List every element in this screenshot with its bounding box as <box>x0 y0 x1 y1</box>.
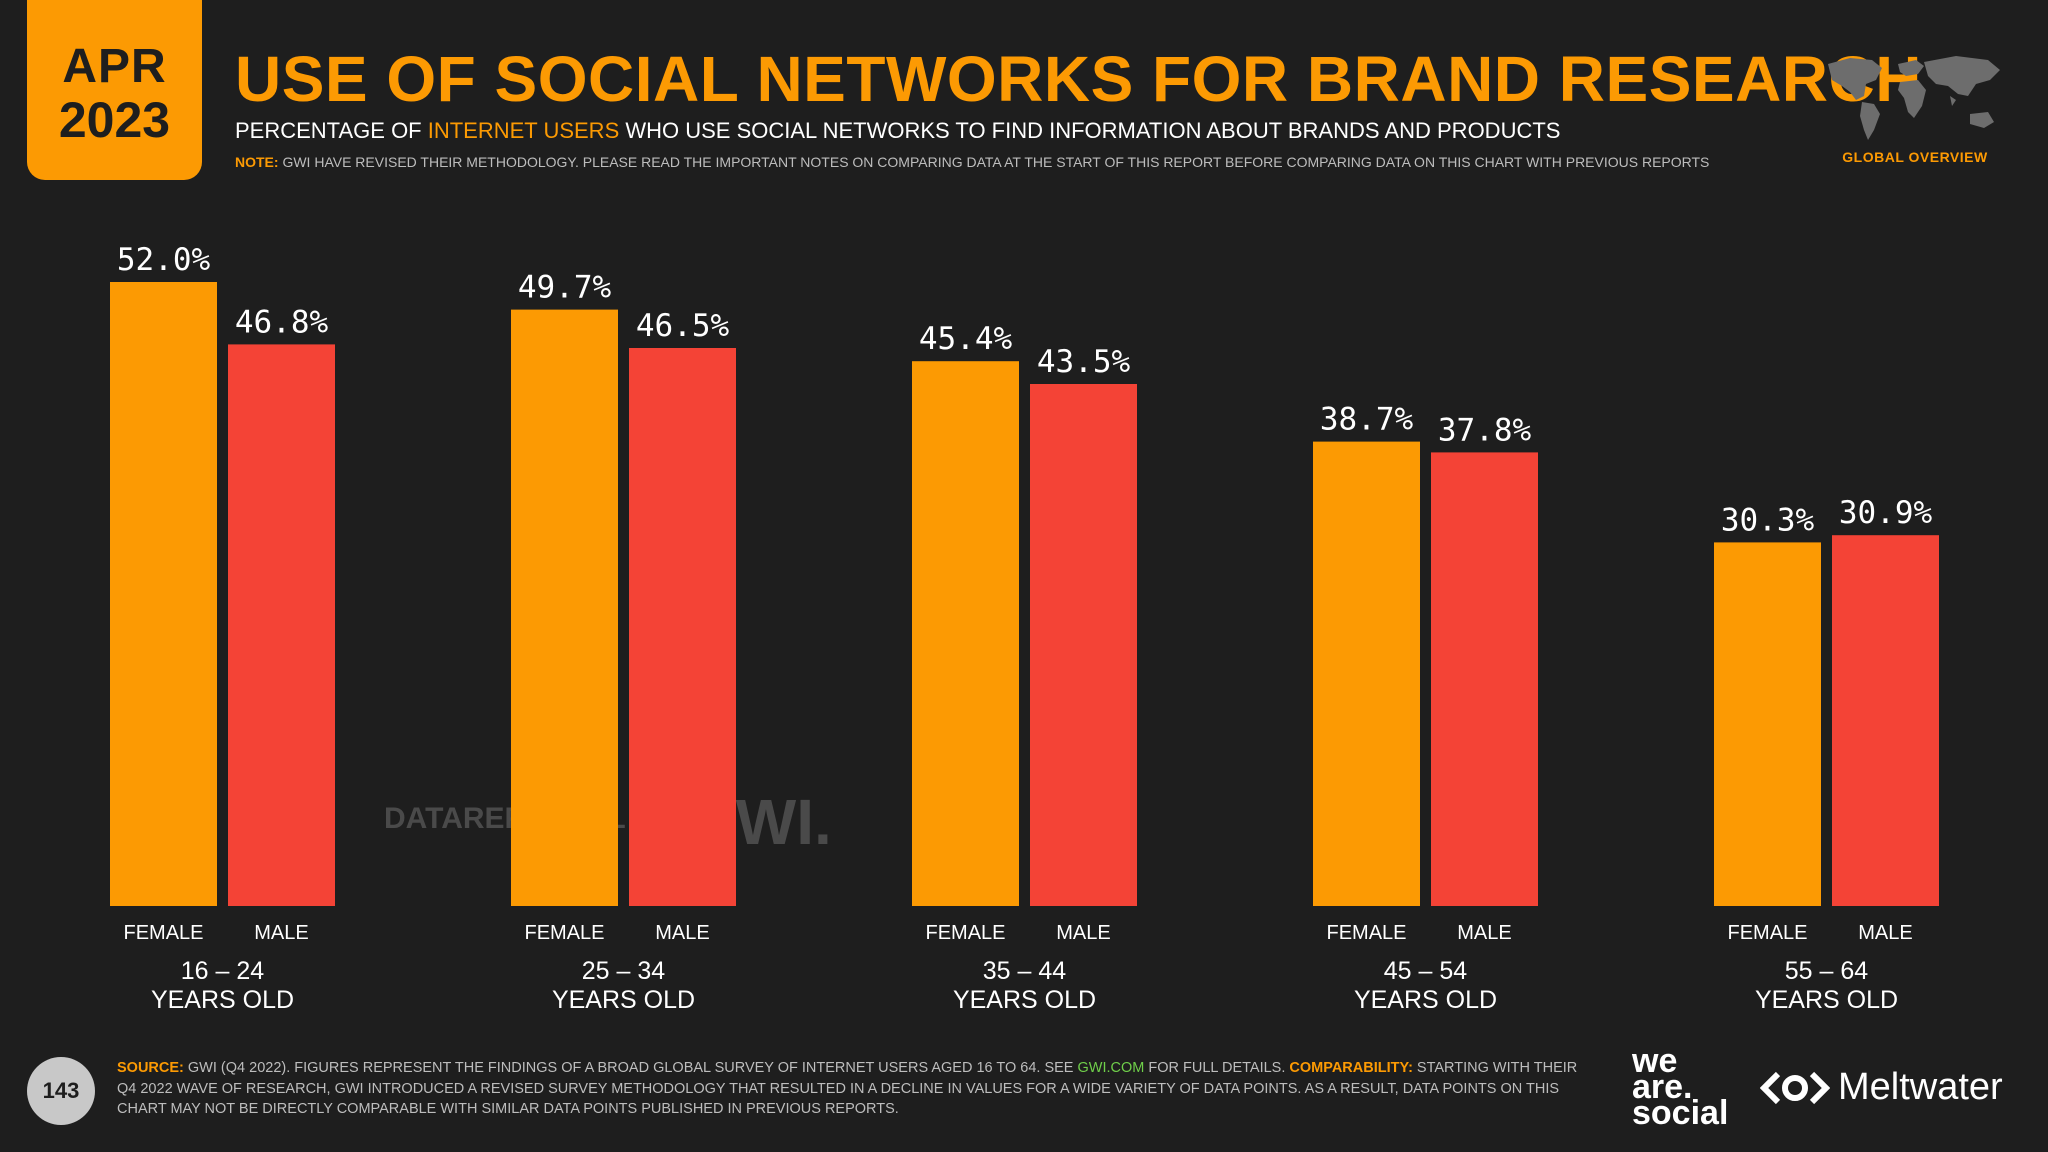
category-suffix-5: YEARS OLD <box>1755 986 1898 1014</box>
bar-male-2 <box>629 348 736 906</box>
series-label-female-4: FEMALE <box>1326 922 1406 944</box>
category-suffix-1: YEARS OLD <box>151 986 294 1014</box>
date-month: APR <box>62 40 167 93</box>
value-label-female-2: 49.7% <box>518 270 612 306</box>
world-map-icon <box>1820 50 2010 145</box>
brand-meltwater: Meltwater <box>1838 1066 2003 1108</box>
subtitle-pre: PERCENTAGE OF <box>235 118 428 143</box>
bar-female-4 <box>1313 441 1420 906</box>
source-text-1: GWI (Q4 2022). FIGURES REPRESENT THE FIN… <box>183 1060 1078 1076</box>
category-label-5: 55 – 64 <box>1785 957 1869 985</box>
methodology-note: NOTE: GWI HAVE REVISED THEIR METHODOLOGY… <box>235 154 1709 170</box>
category-label-2: 25 – 34 <box>582 957 666 985</box>
bar-female-1 <box>110 282 217 906</box>
region-label: GLOBAL OVERVIEW <box>1842 149 1988 165</box>
category-suffix-4: YEARS OLD <box>1354 986 1497 1014</box>
series-label-male-3: MALE <box>1056 922 1110 944</box>
series-label-female-3: FEMALE <box>925 922 1005 944</box>
meltwater-mark-icon <box>1760 1071 1830 1104</box>
source-link[interactable]: GWI.COM <box>1077 1060 1145 1076</box>
subtitle: PERCENTAGE OF INTERNET USERS WHO USE SOC… <box>235 118 1560 144</box>
brand-we: we <box>1632 1042 1678 1080</box>
subtitle-highlight: INTERNET USERS <box>427 118 620 143</box>
value-label-female-5: 30.3% <box>1721 502 1815 538</box>
value-label-female-4: 38.7% <box>1320 402 1414 438</box>
comparability-label: COMPARABILITY: <box>1289 1060 1413 1076</box>
bar-male-1 <box>228 344 335 906</box>
brand-social: social <box>1632 1094 1729 1132</box>
series-label-male-2: MALE <box>655 922 709 944</box>
series-label-female-5: FEMALE <box>1727 922 1807 944</box>
value-label-male-4: 37.8% <box>1438 412 1532 448</box>
note-label: NOTE: <box>235 154 279 170</box>
value-label-female-3: 45.4% <box>919 321 1013 357</box>
value-label-male-1: 46.8% <box>235 304 329 340</box>
page-title: USE OF SOCIAL NETWORKS FOR BRAND RESEARC… <box>235 43 1922 115</box>
bar-female-2 <box>511 309 618 907</box>
bar-female-5 <box>1714 542 1821 906</box>
meltwater-logo: Meltwater <box>1760 1066 2003 1109</box>
value-label-male-5: 30.9% <box>1839 495 1933 531</box>
date-year: 2023 <box>58 92 171 148</box>
brand-are: are. <box>1632 1068 1693 1106</box>
series-label-female-1: FEMALE <box>123 922 203 944</box>
bar-male-4 <box>1431 452 1538 906</box>
bar-female-3 <box>912 361 1019 906</box>
we-are-social-logo: we are. social <box>1632 1042 1729 1132</box>
category-label-3: 35 – 44 <box>983 957 1067 985</box>
category-label-4: 45 – 54 <box>1384 957 1468 985</box>
page-number: 143 <box>27 1057 95 1125</box>
date-badge: APR 2023 <box>27 0 202 180</box>
bar-male-5 <box>1832 535 1939 906</box>
value-label-female-1: 52.0% <box>117 242 211 278</box>
note-text: GWI HAVE REVISED THEIR METHODOLOGY. PLEA… <box>278 154 1710 170</box>
category-suffix-2: YEARS OLD <box>552 986 695 1014</box>
value-label-male-2: 46.5% <box>636 308 730 344</box>
source-note: SOURCE: GWI (Q4 2022). FIGURES REPRESENT… <box>117 1058 1587 1120</box>
source-label: SOURCE: <box>117 1060 184 1076</box>
bar-male-3 <box>1030 384 1137 906</box>
category-suffix-3: YEARS OLD <box>953 986 1096 1014</box>
subtitle-post: WHO USE SOCIAL NETWORKS TO FIND INFORMAT… <box>619 118 1561 143</box>
category-label-1: 16 – 24 <box>181 957 265 985</box>
source-text-2: FOR FULL DETAILS. <box>1144 1060 1290 1076</box>
series-label-female-2: FEMALE <box>524 922 604 944</box>
value-label-male-3: 43.5% <box>1037 344 1131 380</box>
series-label-male-5: MALE <box>1858 922 1912 944</box>
series-label-male-4: MALE <box>1457 922 1511 944</box>
comparability-text: STARTING WITH THEIR Q4 2022 WAVE OF RESE… <box>117 1060 1578 1117</box>
series-label-male-1: MALE <box>254 922 308 944</box>
